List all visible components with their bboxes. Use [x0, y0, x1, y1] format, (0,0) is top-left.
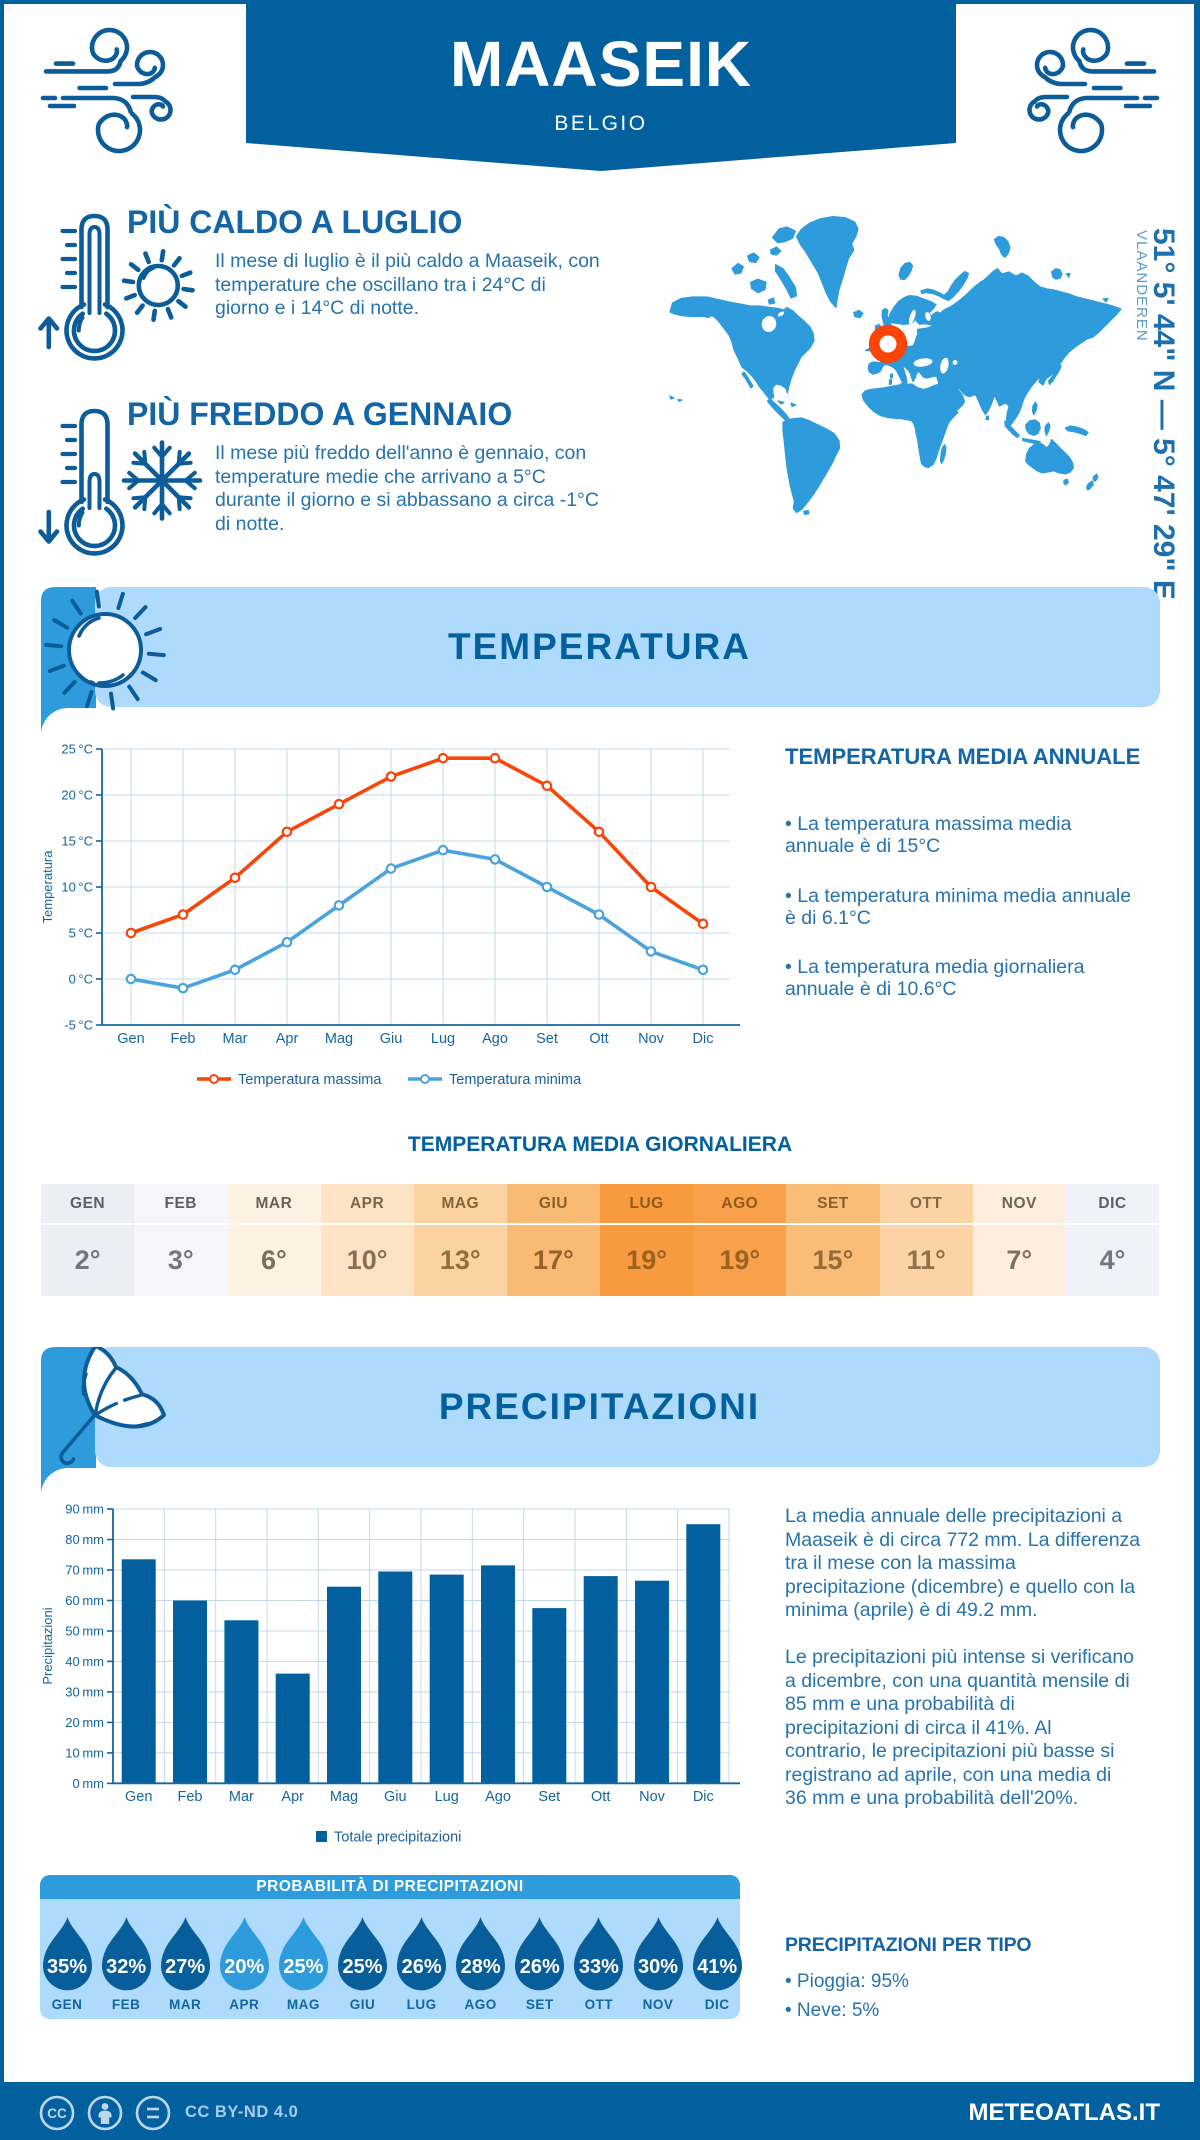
- svg-text:Temperatura massima: Temperatura massima: [238, 1072, 382, 1088]
- svg-text:Lug: Lug: [435, 1789, 459, 1805]
- svg-text:90 mm: 90 mm: [65, 1502, 104, 1517]
- svg-text:Temperatura minima: Temperatura minima: [449, 1072, 582, 1088]
- svg-text:Dic: Dic: [693, 1789, 714, 1805]
- svg-text:Apr: Apr: [281, 1789, 304, 1805]
- svg-text:Feb: Feb: [178, 1789, 203, 1805]
- svg-text:Nov: Nov: [638, 1031, 665, 1047]
- svg-text:Giu: Giu: [380, 1031, 403, 1047]
- svg-text:Gen: Gen: [125, 1789, 152, 1805]
- svg-text:CC: CC: [47, 2106, 67, 2121]
- svg-text:Ago: Ago: [482, 1031, 508, 1047]
- svg-text:Lug: Lug: [431, 1031, 455, 1047]
- svg-text:70 mm: 70 mm: [65, 1563, 104, 1578]
- svg-text:40 mm: 40 mm: [65, 1654, 104, 1669]
- svg-text:10 °C: 10 °C: [61, 880, 93, 895]
- svg-text:25 °C: 25 °C: [61, 742, 93, 757]
- svg-text:20 mm: 20 mm: [65, 1715, 104, 1730]
- svg-text:0 mm: 0 mm: [73, 1776, 105, 1791]
- svg-text:Feb: Feb: [171, 1031, 196, 1047]
- svg-text:15 °C: 15 °C: [61, 834, 93, 849]
- svg-text:Set: Set: [538, 1789, 560, 1805]
- svg-text:Giu: Giu: [384, 1789, 407, 1805]
- svg-text:Mar: Mar: [223, 1031, 248, 1047]
- svg-text:Dic: Dic: [693, 1031, 714, 1047]
- svg-text:Set: Set: [536, 1031, 558, 1047]
- svg-text:Ott: Ott: [589, 1031, 608, 1047]
- svg-text:5 °C: 5 °C: [69, 926, 93, 941]
- svg-text:Ago: Ago: [485, 1789, 511, 1805]
- svg-text:10 mm: 10 mm: [65, 1745, 104, 1760]
- svg-text:80 mm: 80 mm: [65, 1532, 104, 1547]
- svg-text:Precipitazioni: Precipitazioni: [40, 1607, 55, 1684]
- svg-text:Mag: Mag: [330, 1789, 358, 1805]
- svg-text:30 mm: 30 mm: [65, 1684, 104, 1699]
- svg-text:Mar: Mar: [229, 1789, 254, 1805]
- svg-text:50 mm: 50 mm: [65, 1624, 104, 1639]
- svg-text:Totale precipitazioni: Totale precipitazioni: [334, 1830, 461, 1846]
- svg-text:-5 °C: -5 °C: [64, 1018, 93, 1033]
- svg-text:Mag: Mag: [325, 1031, 353, 1047]
- svg-text:0 °C: 0 °C: [69, 972, 93, 987]
- svg-text:Nov: Nov: [639, 1789, 666, 1805]
- svg-text:Gen: Gen: [117, 1031, 144, 1047]
- svg-text:Ott: Ott: [591, 1789, 610, 1805]
- svg-text:Temperatura: Temperatura: [40, 850, 55, 924]
- svg-text:20 °C: 20 °C: [61, 788, 93, 803]
- svg-text:60 mm: 60 mm: [65, 1593, 104, 1608]
- svg-text:Apr: Apr: [276, 1031, 299, 1047]
